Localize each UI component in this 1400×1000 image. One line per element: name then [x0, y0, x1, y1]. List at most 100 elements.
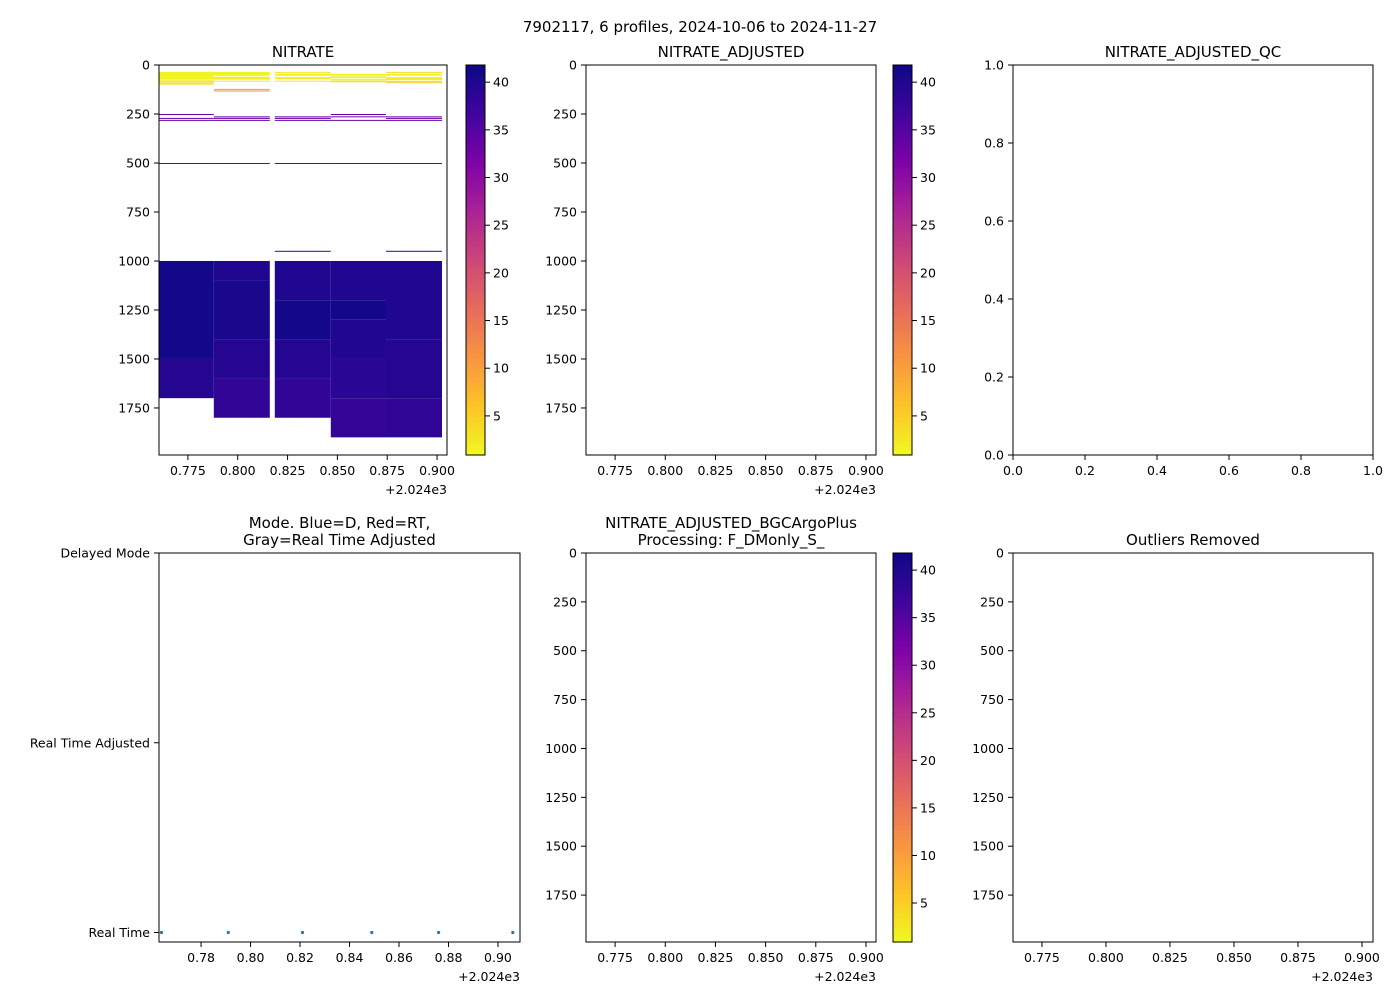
x-tick-label: 1.0 [1363, 463, 1383, 478]
data-point [436, 930, 441, 935]
plot-area [159, 71, 443, 438]
heatmap-cell-3-2 [330, 79, 387, 81]
colorbar-segment [893, 674, 912, 681]
heatmap-cell-0-1 [159, 80, 214, 83]
panel-title: Mode. Blue=D, Red=RT, [249, 514, 431, 532]
colorbar-segment [893, 630, 912, 637]
colorbar-segment [893, 401, 912, 407]
colorbar-segment [893, 450, 912, 456]
colorbar-segment [466, 128, 485, 134]
x-tick-label: 0.850 [319, 463, 355, 478]
colorbar-segment [466, 221, 485, 227]
x-tick-label: 0.850 [1216, 950, 1252, 965]
heatmap-cell-1-5 [213, 116, 270, 118]
colorbar-segment [893, 708, 912, 715]
colorbar-segment [893, 133, 912, 139]
colorbar-segment [893, 572, 912, 578]
colorbar-segment [893, 562, 912, 569]
colorbar-segment [893, 781, 912, 787]
colorbar-segment [893, 596, 912, 603]
y-tick-label: 1250 [118, 302, 150, 317]
colorbar-segment [893, 391, 912, 398]
colorbar-segment [893, 269, 912, 276]
colorbar-segment [893, 250, 912, 256]
figure-suptitle: 7902117, 6 profiles, 2024-10-06 to 2024-… [523, 18, 877, 36]
colorbar-segment [893, 138, 912, 144]
heatmap-cell-1-3 [213, 88, 270, 90]
x-tick-label: 0.2 [1075, 463, 1095, 478]
colorbar-segment [893, 684, 912, 690]
colorbar-segment [893, 274, 912, 281]
y-tick-label: 750 [553, 692, 577, 707]
colorbar-segment [893, 893, 912, 899]
heatmap-cell-4-5 [386, 116, 443, 118]
panel-title: NITRATE_ADJUSTED [658, 43, 805, 62]
heatmap-cell-3-6 [330, 119, 387, 121]
colorbar-segment [893, 645, 912, 651]
colorbar-segment [893, 440, 912, 446]
colorbar-segment [893, 118, 912, 125]
colorbar-segment [466, 186, 485, 193]
colorbar-segment [893, 342, 912, 349]
colorbar-segment [893, 757, 912, 763]
y-tick-label: 250 [553, 594, 577, 609]
colorbar-segment [893, 796, 912, 802]
colorbar-segment [893, 927, 912, 933]
x-offset-label: +2.024e3 [814, 969, 876, 984]
colorbar-segment [893, 854, 912, 860]
colorbar-segment [893, 723, 912, 729]
y-tick-label: 1750 [545, 888, 577, 903]
colorbar-segment [466, 99, 485, 105]
colorbar-segment [466, 89, 485, 95]
colorbar-tick-label: 35 [920, 122, 936, 137]
colorbar-segment [893, 917, 912, 924]
heatmap-cell-3-1 [330, 76, 387, 79]
heatmap-cell-3-9 [330, 300, 387, 320]
colorbar-segment [893, 338, 912, 344]
colorbar-segment [466, 264, 485, 271]
colorbar-segment [466, 367, 485, 373]
colorbar-segment [466, 216, 485, 222]
colorbar-segment [893, 152, 912, 159]
heatmap-cell-2-11 [274, 339, 331, 379]
colorbar-segment [466, 206, 485, 212]
x-tick-label: 0.900 [1344, 950, 1380, 965]
panel-6: 0.775 0.800 0.825 0.850 0.875 0.900 +2.024e3 0 2… [972, 531, 1380, 984]
colorbar-segment [893, 367, 912, 373]
colorbar-segment [893, 815, 912, 822]
colorbar-segment [893, 186, 912, 193]
x-tick-label: 0.825 [270, 463, 306, 478]
panel-title: NITRATE [272, 43, 334, 61]
colorbar-segment [893, 713, 912, 719]
heatmap-cell-2-4 [274, 116, 331, 118]
heatmap-cell-2-0 [274, 71, 331, 73]
panel-5: 0.775 0.800 0.825 0.850 0.875 0.900 +2.024e3 0 2… [545, 514, 936, 984]
axes-frame [1012, 552, 1374, 943]
colorbar-segment [466, 425, 485, 432]
colorbar-segment [893, 703, 912, 710]
heatmap-cell-0-7 [159, 260, 214, 359]
colorbar-segment [893, 377, 912, 383]
colorbar-segment [466, 94, 485, 100]
colorbar-segment [893, 606, 912, 612]
data-point [226, 930, 230, 935]
colorbar-segment [893, 898, 912, 904]
data-point [300, 930, 305, 935]
colorbar-segment [893, 396, 912, 402]
heatmap-cell-1-12 [213, 378, 270, 418]
colorbar-segment [893, 577, 912, 583]
colorbar-segment [466, 372, 485, 378]
colorbar-tick-label: 20 [920, 753, 936, 768]
colorbar-segment [893, 587, 912, 593]
y-tick-label: Delayed Mode [60, 546, 150, 561]
colorbar-segment [893, 74, 912, 81]
colorbar-segment [893, 303, 912, 310]
x-tick-label: 0.825 [698, 950, 734, 965]
colorbar-segment [466, 138, 485, 144]
colorbar-tick-label: 15 [920, 800, 936, 815]
colorbar-segment [466, 230, 485, 237]
heatmap-cell-3-7 [330, 162, 387, 164]
colorbar-segment [466, 201, 485, 207]
panel-title: Gray=Real Time Adjusted [243, 531, 436, 549]
colorbar-segment [893, 766, 912, 773]
